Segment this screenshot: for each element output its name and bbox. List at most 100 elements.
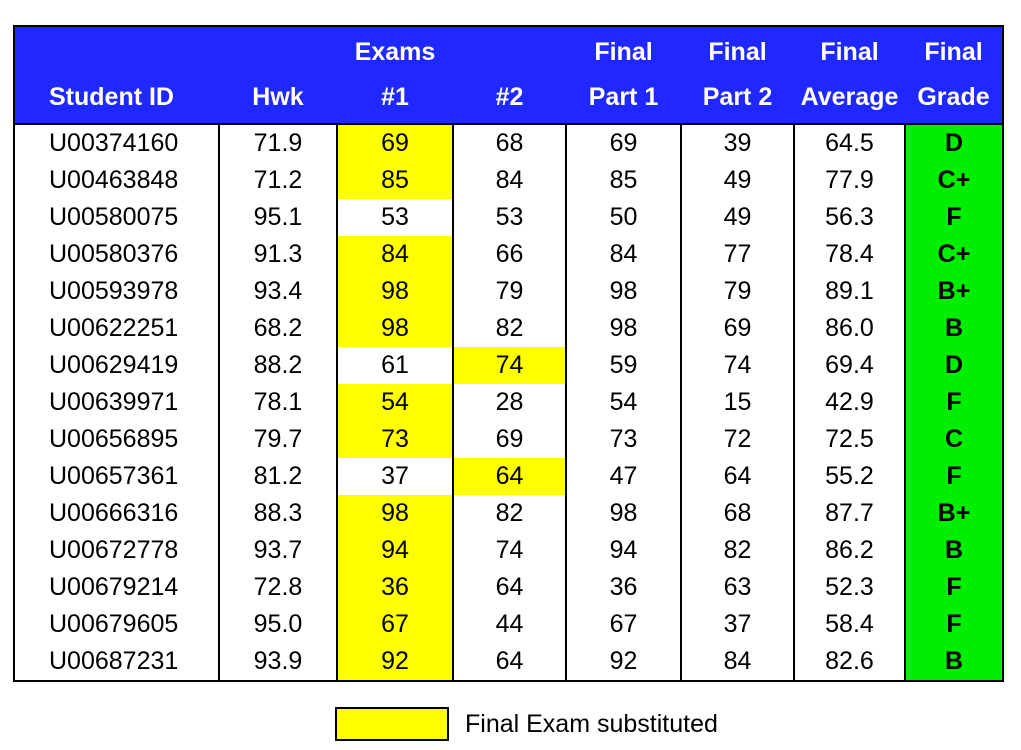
cell-final-part-2: 49 xyxy=(680,199,795,236)
cell-hwk: 79.7 xyxy=(218,421,338,458)
grade-rows: U00374160 71.9 69 68 69 39 64.5 D U00463848 71.2 8… xyxy=(13,123,1004,682)
legend-label: Final Exam substituted xyxy=(465,709,718,738)
cell-exam-2: 74 xyxy=(452,532,567,569)
cell-final-grade: C+ xyxy=(904,236,1004,273)
grades-table: Exams Final Final Final Final Student ID… xyxy=(13,25,1004,682)
cell-final-part-2: 64 xyxy=(680,458,795,495)
cell-student-id: U00639971 xyxy=(13,384,220,421)
cell-final-average: 64.5 xyxy=(793,123,906,162)
cell-final-part-1: 36 xyxy=(565,569,682,606)
cell-final-average: 87.7 xyxy=(793,495,906,532)
cell-final-average: 52.3 xyxy=(793,569,906,606)
cell-final-grade: C+ xyxy=(904,162,1004,199)
legend: Final Exam substituted xyxy=(335,706,718,742)
cell-final-average: 86.2 xyxy=(793,532,906,569)
header-hwk: Hwk xyxy=(219,75,337,124)
cell-final-part-1: 98 xyxy=(565,273,682,310)
cell-student-id: U00463848 xyxy=(13,162,220,199)
header-final-part-2: Part 2 xyxy=(681,75,794,124)
cell-final-average: 72.5 xyxy=(793,421,906,458)
cell-student-id: U00656895 xyxy=(13,421,220,458)
table-row: U00679605 95.0 67 44 67 37 58.4 F xyxy=(13,606,1004,643)
cell-exam-1: 67 xyxy=(336,606,454,643)
cell-final-grade: B+ xyxy=(904,495,1004,532)
cell-final-part-1: 92 xyxy=(565,643,682,682)
header-cell: Final xyxy=(905,26,1003,75)
header-cell: Final xyxy=(681,26,794,75)
cell-student-id: U00679214 xyxy=(13,569,220,606)
cell-student-id: U00374160 xyxy=(13,123,220,162)
cell-final-part-2: 39 xyxy=(680,123,795,162)
cell-final-grade: D xyxy=(904,123,1004,162)
table-row: U00687231 93.9 92 64 92 84 82.6 B xyxy=(13,643,1004,682)
cell-final-grade: C xyxy=(904,421,1004,458)
cell-final-part-1: 47 xyxy=(565,458,682,495)
cell-hwk: 95.0 xyxy=(218,606,338,643)
cell-final-grade: B+ xyxy=(904,273,1004,310)
table-row: U00666316 88.3 98 82 98 68 87.7 B+ xyxy=(13,495,1004,532)
cell-final-part-2: 15 xyxy=(680,384,795,421)
cell-final-part-1: 73 xyxy=(565,421,682,458)
cell-final-average: 86.0 xyxy=(793,310,906,347)
header-cell: Final xyxy=(794,26,905,75)
cell-exam-2: 68 xyxy=(452,123,567,162)
cell-exam-2: 84 xyxy=(452,162,567,199)
cell-student-id: U00622251 xyxy=(13,310,220,347)
cell-exam-2: 53 xyxy=(452,199,567,236)
table-row: U00679214 72.8 36 64 36 63 52.3 F xyxy=(13,569,1004,606)
cell-hwk: 93.7 xyxy=(218,532,338,569)
cell-final-grade: B xyxy=(904,532,1004,569)
cell-hwk: 93.4 xyxy=(218,273,338,310)
cell-final-grade: F xyxy=(904,569,1004,606)
cell-exam-1: 98 xyxy=(336,495,454,532)
cell-exam-1: 54 xyxy=(336,384,454,421)
cell-exam-2: 44 xyxy=(452,606,567,643)
cell-exam-1: 36 xyxy=(336,569,454,606)
cell-final-part-1: 59 xyxy=(565,347,682,384)
cell-hwk: 68.2 xyxy=(218,310,338,347)
cell-final-part-1: 94 xyxy=(565,532,682,569)
header-student-id: Student ID xyxy=(14,75,219,124)
cell-exam-2: 69 xyxy=(452,421,567,458)
header-final-grade: Grade xyxy=(905,75,1003,124)
header-cell: Final xyxy=(566,26,681,75)
cell-student-id: U00580075 xyxy=(13,199,220,236)
header-row-1: Exams Final Final Final Final xyxy=(14,26,1003,75)
table-row: U00593978 93.4 98 79 98 79 89.1 B+ xyxy=(13,273,1004,310)
cell-student-id: U00580376 xyxy=(13,236,220,273)
table-row: U00580376 91.3 84 66 84 77 78.4 C+ xyxy=(13,236,1004,273)
cell-hwk: 88.2 xyxy=(218,347,338,384)
cell-exam-2: 74 xyxy=(452,347,567,384)
legend-swatch-substituted xyxy=(335,707,449,741)
cell-final-part-1: 69 xyxy=(565,123,682,162)
table-row: U00657361 81.2 37 64 47 64 55.2 F xyxy=(13,458,1004,495)
table-row: U00629419 88.2 61 74 59 74 69.4 D xyxy=(13,347,1004,384)
cell-exam-1: 61 xyxy=(336,347,454,384)
cell-exam-1: 98 xyxy=(336,273,454,310)
table-row: U00622251 68.2 98 82 98 69 86.0 B xyxy=(13,310,1004,347)
cell-exam-2: 82 xyxy=(452,495,567,532)
table-row: U00639971 78.1 54 28 54 15 42.9 F xyxy=(13,384,1004,421)
cell-exam-1: 85 xyxy=(336,162,454,199)
cell-exam-1: 53 xyxy=(336,199,454,236)
cell-final-grade: B xyxy=(904,310,1004,347)
cell-final-part-1: 54 xyxy=(565,384,682,421)
cell-student-id: U00679605 xyxy=(13,606,220,643)
cell-final-average: 82.6 xyxy=(793,643,906,682)
cell-final-part-1: 84 xyxy=(565,236,682,273)
cell-final-average: 56.3 xyxy=(793,199,906,236)
cell-student-id: U00687231 xyxy=(13,643,220,682)
header-final-part-1: Part 1 xyxy=(566,75,681,124)
cell-hwk: 93.9 xyxy=(218,643,338,682)
cell-final-part-2: 69 xyxy=(680,310,795,347)
table-row: U00672778 93.7 94 74 94 82 86.2 B xyxy=(13,532,1004,569)
cell-student-id: U00672778 xyxy=(13,532,220,569)
cell-final-part-2: 49 xyxy=(680,162,795,199)
cell-final-part-2: 63 xyxy=(680,569,795,606)
cell-final-part-2: 72 xyxy=(680,421,795,458)
cell-exam-2: 28 xyxy=(452,384,567,421)
cell-exam-1: 92 xyxy=(336,643,454,682)
cell-final-average: 77.9 xyxy=(793,162,906,199)
cell-final-grade: F xyxy=(904,199,1004,236)
cell-hwk: 81.2 xyxy=(218,458,338,495)
